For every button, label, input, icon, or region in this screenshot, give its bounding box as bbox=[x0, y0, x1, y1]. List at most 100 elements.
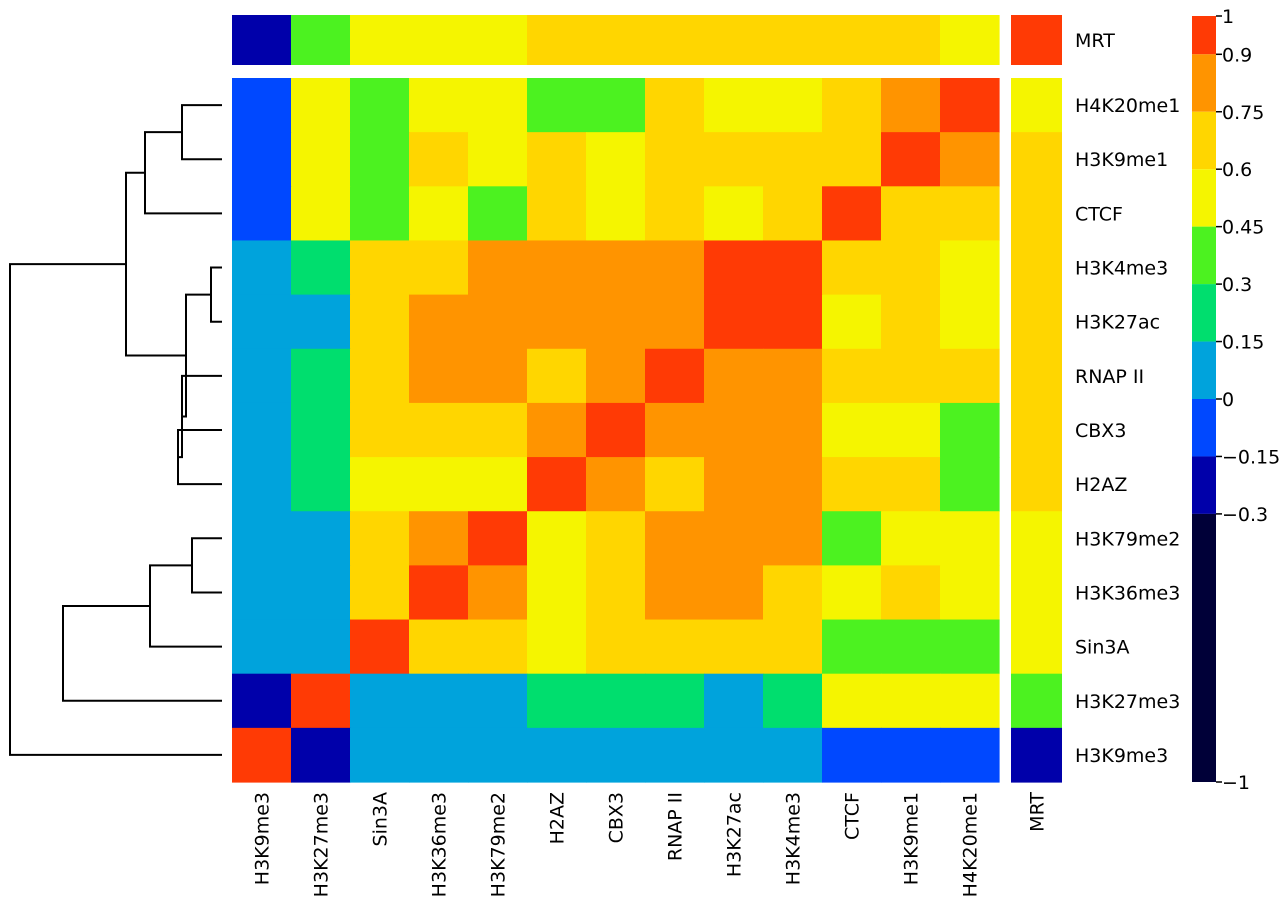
heatmap-cell bbox=[822, 132, 882, 187]
heatmap-cell bbox=[763, 132, 823, 187]
heatmap-cell bbox=[350, 186, 410, 242]
heatmap-cell bbox=[232, 727, 292, 783]
dendrogram-branch bbox=[144, 131, 222, 215]
heatmap-cell bbox=[350, 78, 410, 133]
dendrogram-branch bbox=[210, 266, 222, 323]
heatmap-cell bbox=[704, 78, 764, 133]
heatmap-cell bbox=[350, 457, 410, 512]
heatmap-cell bbox=[645, 619, 705, 675]
column-label: H2AZ bbox=[547, 792, 569, 844]
heatmap-cell bbox=[468, 186, 528, 242]
dendrogram-branch bbox=[191, 537, 222, 594]
heatmap-cell bbox=[822, 619, 882, 675]
mrt-right-cell bbox=[1011, 727, 1062, 783]
heatmap-cell bbox=[291, 186, 351, 242]
heatmap-cell bbox=[527, 402, 587, 458]
row-label: H4K20me1 bbox=[1075, 95, 1180, 117]
heatmap-cell bbox=[881, 186, 941, 242]
heatmap-cell bbox=[291, 402, 351, 458]
heatmap-cell bbox=[409, 457, 469, 512]
heatmap-cell bbox=[409, 673, 469, 729]
heatmap-cell bbox=[881, 78, 941, 133]
mrt-top-cell bbox=[586, 15, 646, 65]
mrt-top-cell bbox=[232, 15, 292, 65]
heatmap-cell bbox=[881, 294, 941, 350]
heatmap-cell bbox=[645, 457, 705, 512]
heatmap-cell bbox=[881, 240, 941, 296]
heatmap-cell bbox=[763, 402, 823, 458]
heatmap-cell bbox=[940, 294, 1000, 350]
heatmap-cell bbox=[940, 511, 1000, 566]
colorbar: 1 0.9 0.75 0.6 0.45 0.3 0.15 0 −0.15 −0.3 −1 bbox=[1192, 6, 1280, 794]
heatmap-cell bbox=[940, 457, 1000, 512]
heatmap-cell bbox=[586, 402, 646, 458]
colorbar-segment bbox=[1192, 456, 1216, 514]
mrt-right-cell bbox=[1011, 511, 1062, 566]
dendrogram-branch bbox=[177, 429, 222, 486]
heatmap-cell bbox=[291, 511, 351, 566]
heatmap-cell bbox=[881, 402, 941, 458]
column-label: RNAP II bbox=[665, 792, 687, 861]
heatmap-cell bbox=[291, 727, 351, 783]
heatmap-cell bbox=[291, 619, 351, 675]
heatmap-cell bbox=[527, 294, 587, 350]
heatmap-cell bbox=[881, 619, 941, 675]
heatmap-cell bbox=[291, 132, 351, 187]
row-label-mrt: MRT bbox=[1075, 30, 1115, 52]
mrt-top-cell bbox=[645, 15, 705, 65]
row-dendrogram bbox=[9, 104, 222, 756]
heatmap-cell bbox=[704, 511, 764, 566]
heatmap-cell bbox=[645, 132, 705, 187]
heatmap-cell bbox=[291, 240, 351, 296]
heatmap-cell bbox=[763, 240, 823, 296]
heatmap-cell bbox=[468, 132, 528, 187]
heatmap-cell bbox=[822, 78, 882, 133]
heatmap-cells bbox=[232, 78, 1000, 783]
heatmap-cell bbox=[763, 294, 823, 350]
mrt-top-cell bbox=[291, 15, 351, 65]
heatmap-cell bbox=[645, 294, 705, 350]
heatmap-cell bbox=[586, 727, 646, 783]
heatmap-cell bbox=[232, 294, 292, 350]
heatmap-cell bbox=[645, 565, 705, 621]
heatmap-cell bbox=[468, 294, 528, 350]
heatmap-cell bbox=[232, 565, 292, 621]
colorbar-segment bbox=[1192, 341, 1216, 399]
mrt-right-cell bbox=[1011, 457, 1062, 512]
row-label: H3K4me3 bbox=[1075, 258, 1168, 280]
mrt-top-cell bbox=[822, 15, 882, 65]
heatmap-cell bbox=[468, 727, 528, 783]
heatmap-cell bbox=[527, 457, 587, 512]
mrt-top-cell bbox=[940, 15, 1000, 65]
row-label: H3K79me2 bbox=[1075, 528, 1180, 550]
heatmap-cell bbox=[350, 565, 410, 621]
row-label: H3K9me3 bbox=[1075, 745, 1168, 767]
dendrogram-branch bbox=[181, 104, 222, 161]
heatmap-cell bbox=[409, 240, 469, 296]
mrt-top-cell bbox=[881, 15, 941, 65]
heatmap-cell bbox=[350, 294, 410, 350]
heatmap-cell bbox=[527, 132, 587, 187]
heatmap-cell bbox=[527, 240, 587, 296]
heatmap-cell bbox=[704, 727, 764, 783]
heatmap-cell bbox=[409, 78, 469, 133]
heatmap-cell bbox=[822, 294, 882, 350]
heatmap-cell bbox=[409, 294, 469, 350]
mrt-right-cell bbox=[1011, 348, 1062, 404]
row-labels: MRT H4K20me1 H3K9me1 CTCF H3K4me3 H3K27ac RNAP… bbox=[1075, 30, 1180, 767]
column-label: H3K27me3 bbox=[311, 792, 333, 897]
heatmap-cell bbox=[232, 457, 292, 512]
heatmap-cell bbox=[763, 673, 823, 729]
heatmap-cell bbox=[291, 294, 351, 350]
heatmap-cell bbox=[940, 348, 1000, 404]
mrt-top-cell bbox=[350, 15, 410, 65]
heatmap-cell bbox=[763, 348, 823, 404]
colorbar-segment bbox=[1192, 54, 1216, 112]
dendrogram-branch bbox=[62, 605, 222, 702]
heatmap-cell bbox=[468, 457, 528, 512]
heatmap-cell bbox=[586, 673, 646, 729]
heatmap-cell bbox=[527, 673, 587, 729]
row-label: Sin3A bbox=[1075, 637, 1129, 659]
heatmap-cell bbox=[232, 673, 292, 729]
heatmap-cell bbox=[940, 619, 1000, 675]
